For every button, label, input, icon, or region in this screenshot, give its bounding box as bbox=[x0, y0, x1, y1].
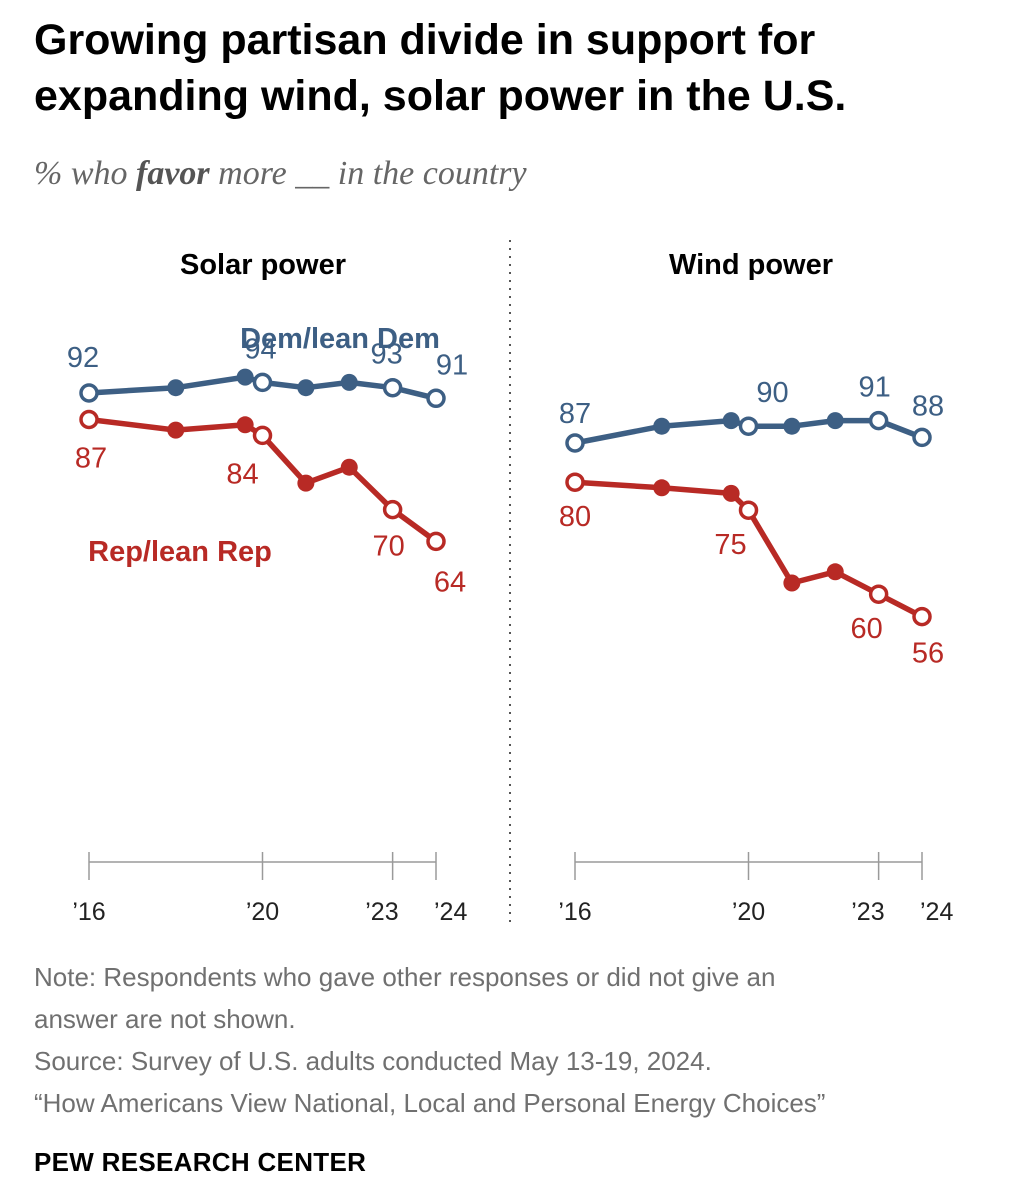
panel-title: Solar power bbox=[180, 249, 346, 281]
data-point-hollow bbox=[565, 472, 585, 492]
source-line-2: “How Americans View National, Local and … bbox=[34, 1088, 826, 1118]
data-point-hollow bbox=[565, 433, 585, 453]
data-point bbox=[783, 417, 801, 435]
data-point-hollow bbox=[868, 410, 889, 431]
wind-panel: Wind power ’16 ’20 ’23 ’24 87 90 91 88 80 75 60 56 bbox=[558, 249, 953, 926]
data-label: 88 bbox=[912, 390, 944, 422]
data-point-hollow bbox=[252, 425, 273, 446]
subtitle-suffix: more __ in the country bbox=[209, 155, 527, 192]
data-label: 93 bbox=[370, 339, 402, 371]
data-point bbox=[236, 368, 254, 386]
x-tick-label: ’16 bbox=[558, 898, 591, 926]
data-point-hollow bbox=[912, 606, 932, 627]
data-label: 70 bbox=[372, 531, 404, 563]
data-label: 64 bbox=[434, 566, 466, 598]
note-line-1: Note: Respondents who gave other respons… bbox=[34, 962, 776, 992]
data-point bbox=[826, 412, 844, 430]
data-point bbox=[653, 417, 671, 435]
rep-line bbox=[86, 416, 439, 545]
panel-title: Wind power bbox=[669, 249, 833, 281]
x-tick-label: ’24 bbox=[920, 898, 953, 926]
data-point-hollow bbox=[252, 372, 273, 393]
data-label: 92 bbox=[67, 342, 99, 374]
data-point bbox=[167, 421, 185, 439]
data-point bbox=[653, 479, 671, 497]
x-tick-label: ’20 bbox=[246, 898, 279, 926]
x-tick-label: ’16 bbox=[72, 898, 105, 926]
data-point bbox=[783, 574, 801, 592]
data-point bbox=[297, 379, 315, 397]
data-label: 94 bbox=[244, 333, 276, 365]
x-tick-label: ’23 bbox=[851, 898, 884, 926]
data-point-hollow bbox=[738, 416, 759, 436]
data-point bbox=[297, 474, 315, 492]
data-label: 90 bbox=[756, 377, 788, 409]
data-label: 87 bbox=[559, 398, 591, 430]
data-label: 87 bbox=[75, 443, 107, 475]
data-label: 91 bbox=[436, 349, 468, 381]
chart-title: Growing partisan divide in support for e… bbox=[34, 16, 847, 120]
data-point-hollow bbox=[79, 383, 99, 403]
series-label: Rep/lean Rep bbox=[88, 536, 272, 568]
note-line-2: answer are not shown. bbox=[34, 1004, 296, 1034]
source-line-1: Source: Survey of U.S. adults conducted … bbox=[34, 1046, 712, 1076]
data-point bbox=[722, 484, 740, 502]
data-label: 75 bbox=[714, 529, 746, 561]
x-tick-label: ’20 bbox=[732, 898, 765, 926]
data-label: 60 bbox=[850, 613, 882, 645]
data-point bbox=[826, 563, 844, 581]
data-label: 84 bbox=[226, 458, 258, 490]
data-point-hollow bbox=[382, 377, 403, 398]
subtitle-prefix: % who bbox=[34, 155, 136, 192]
data-point bbox=[340, 373, 358, 391]
data-point-hollow bbox=[738, 500, 759, 520]
data-point bbox=[722, 412, 740, 430]
data-point bbox=[340, 458, 358, 476]
series-label: Dem/lean Dem bbox=[240, 323, 440, 355]
data-point-hollow bbox=[868, 584, 889, 604]
subtitle-emphasis: favor bbox=[136, 155, 210, 192]
data-point-hollow bbox=[382, 499, 403, 520]
data-label: 80 bbox=[559, 501, 591, 533]
data-point-hollow bbox=[426, 388, 446, 409]
solar-panel: Solar power ’16 ’20 ’23 ’24 92 94 93 91Dem/lean … bbox=[67, 249, 468, 926]
chart-note: Note: Respondents who gave other respons… bbox=[34, 956, 994, 1124]
data-point-hollow bbox=[426, 531, 446, 552]
brand-name: PEW RESEARCH CENTER bbox=[34, 1147, 367, 1177]
x-tick-label: ’23 bbox=[365, 898, 398, 926]
data-point-hollow bbox=[912, 427, 932, 448]
data-label: 56 bbox=[912, 638, 944, 670]
data-point bbox=[236, 416, 254, 434]
data-point-hollow bbox=[79, 409, 99, 430]
x-tick-label: ’24 bbox=[434, 898, 467, 926]
data-point bbox=[167, 379, 185, 397]
chart-subtitle: % who favor more __ in the country bbox=[34, 152, 527, 196]
data-label: 91 bbox=[858, 372, 890, 404]
